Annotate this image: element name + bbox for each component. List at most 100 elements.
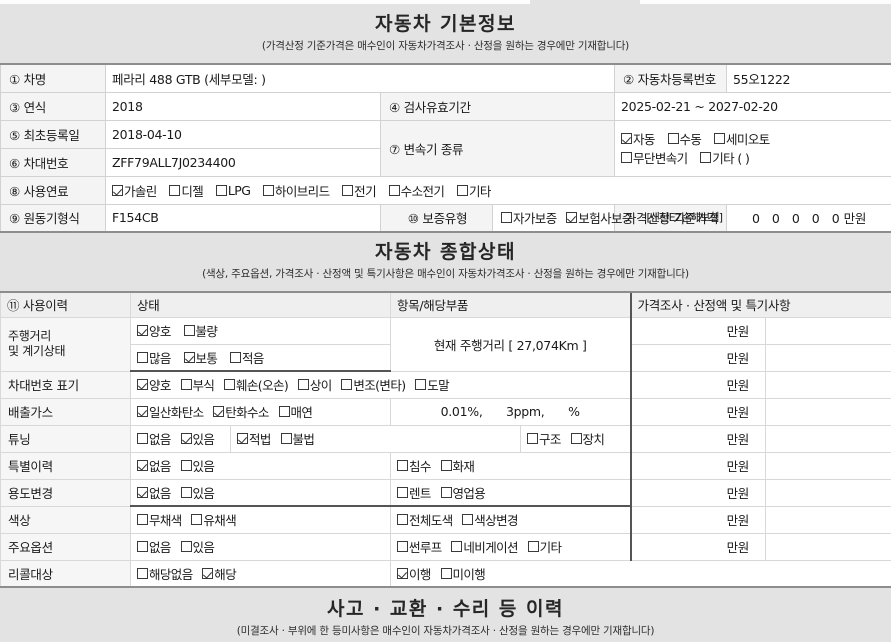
vin-marking-options: 양호 부식 훼손(오손) 상이 변조(변타) 도말 — [130, 370, 631, 399]
tuning-structure[interactable]: 구조 — [527, 429, 561, 448]
fuel-option-other[interactable]: 기타 — [456, 181, 491, 200]
mileage-amount-normal[interactable]: 보통 — [183, 348, 218, 367]
checkbox-icon — [137, 325, 148, 336]
transmission-option-other[interactable]: 기타 ( ) — [700, 148, 750, 167]
top-strip — [0, 0, 891, 5]
transmission-options-cell: 자동 수동 세미오토 무단변속기 기타 ( ) — [614, 119, 891, 177]
car-name-value: 페라리 488 GTB (세부모델: ) — [104, 63, 616, 93]
vin-state-damaged[interactable]: 훼손(오손) — [224, 375, 289, 394]
recall-fulfilled[interactable]: 이행 — [397, 564, 431, 583]
color-changed[interactable]: 색상변경 — [462, 510, 519, 529]
main-options-types: 썬루프 네비게이션 기타 — [390, 532, 631, 561]
checkbox-icon — [566, 212, 578, 224]
fuel-option-gasoline[interactable]: 가솔린 — [112, 181, 157, 200]
color-chromatic[interactable]: 유채색 — [191, 510, 237, 529]
main-option-other[interactable]: 기타 — [527, 537, 562, 556]
table-row: 용도변경 없음 있음 렌트 영업용 만원 — [0, 478, 891, 507]
checkbox-icon — [667, 133, 679, 144]
header-item: 항목/해당부품 — [390, 291, 631, 318]
special-history-flood[interactable]: 침수 — [397, 456, 431, 475]
checkbox-icon — [278, 406, 290, 417]
row-label-vin-marking: 차대번호 표기 — [0, 370, 131, 399]
checkbox-icon — [570, 433, 582, 444]
price-note-cell[interactable] — [765, 424, 891, 453]
basic-info-table: ① 차명 페라리 488 GTB (세부모델: ) ② 자동차등록번호 55오1… — [0, 63, 891, 233]
checkbox-icon — [621, 133, 633, 144]
vin-state-different[interactable]: 상이 — [297, 375, 332, 394]
price-note-cell[interactable] — [765, 451, 891, 480]
checkbox-icon — [388, 184, 400, 196]
vin-state-good[interactable]: 양호 — [137, 375, 171, 394]
tuning-exists[interactable]: 있음 — [180, 429, 215, 448]
price-note-cell[interactable] — [765, 343, 891, 372]
recall-applicable[interactable]: 해당 — [202, 564, 237, 583]
price-note-cell[interactable] — [765, 397, 891, 426]
price-note-cell[interactable] — [765, 505, 891, 534]
emission-hc[interactable]: 탄화수소 — [213, 402, 269, 421]
overall-state-subtitle: (색상, 주요옵션, 가격조사 · 산정액 및 특기사항은 매수인이 자동차가격… — [202, 268, 689, 280]
checkbox-icon — [280, 433, 292, 444]
transmission-option-cvt[interactable]: 무단변속기 — [621, 148, 688, 167]
tuning-device[interactable]: 장치 — [570, 429, 605, 448]
mileage-state-bad[interactable]: 불량 — [183, 321, 218, 340]
checkbox-icon — [215, 184, 227, 196]
price-basis-value: 0 0 0 0 0 — [751, 211, 844, 227]
checkbox-icon — [137, 567, 148, 579]
mileage-amount-high[interactable]: 많음 — [137, 348, 171, 367]
table-row: 차대번호 표기 양호 부식 훼손(오손) 상이 변조(변타) 도말 만원 — [0, 370, 891, 399]
special-history-none[interactable]: 없음 — [137, 456, 171, 475]
emission-smoke[interactable]: 매연 — [278, 402, 313, 421]
price-note-cell[interactable] — [765, 478, 891, 507]
price-note-cell[interactable] — [765, 532, 891, 561]
recall-not-fulfilled[interactable]: 미이행 — [440, 564, 486, 583]
price-money-unit: 만원 — [629, 478, 766, 507]
checkbox-icon — [224, 379, 235, 391]
price-note-cell[interactable] — [765, 316, 891, 345]
overall-state-title: 자동차 종합상태 — [375, 241, 516, 263]
transmission-option-manual[interactable]: 수동 — [667, 129, 702, 148]
usage-change-none[interactable]: 없음 — [137, 483, 171, 502]
vin-state-erased[interactable]: 도말 — [415, 375, 450, 394]
transmission-label: ⑦ 변속기 종류 — [379, 119, 616, 177]
mileage-amount-low[interactable]: 적음 — [230, 348, 264, 367]
fuel-option-hybrid[interactable]: 하이브리드 — [262, 181, 330, 200]
warranty-option-insurer[interactable]: 보험사보증 — [566, 208, 633, 227]
fuel-option-lpg[interactable]: LPG — [215, 183, 251, 198]
tuning-none[interactable]: 없음 — [137, 429, 171, 448]
fuel-option-hydrogen[interactable]: 수소전기 — [388, 181, 445, 200]
mileage-state-good[interactable]: 양호 — [137, 321, 171, 340]
fuel-option-electric[interactable]: 전기 — [342, 181, 377, 200]
main-options-none[interactable]: 없음 — [137, 537, 171, 556]
recall-not-applicable[interactable]: 해당없음 — [137, 564, 193, 583]
main-options-presence: 없음 있음 — [130, 532, 391, 561]
mileage-amount-options: 많음 보통 적음 — [130, 343, 391, 372]
engine-label: ⑨ 원동기형식 — [0, 203, 106, 233]
checkbox-icon — [180, 486, 192, 498]
main-options-exists[interactable]: 있음 — [180, 537, 215, 556]
transmission-option-semiauto[interactable]: 세미오토 — [714, 129, 770, 148]
fuel-option-diesel[interactable]: 디젤 — [169, 181, 204, 200]
usage-change-exists[interactable]: 있음 — [180, 483, 215, 502]
vin-state-corroded[interactable]: 부식 — [180, 375, 215, 394]
special-history-exists[interactable]: 있음 — [180, 456, 215, 475]
row-year-inspection: ③ 연식 2018 ④ 검사유효기간 2025-02-21 ~ 2027-02-… — [0, 91, 891, 121]
transmission-option-auto[interactable]: 자동 — [621, 129, 655, 148]
tuning-illegal[interactable]: 불법 — [280, 429, 315, 448]
vin-state-altered[interactable]: 변조(변타) — [341, 375, 406, 394]
main-option-navigation[interactable]: 네비게이션 — [451, 537, 519, 556]
tuning-legal[interactable]: 적법 — [237, 429, 271, 448]
checkbox-icon — [262, 184, 274, 196]
header-state: 상태 — [130, 291, 391, 318]
usage-change-commercial[interactable]: 영업용 — [440, 483, 486, 502]
emission-co[interactable]: 일산화탄소 — [137, 402, 204, 421]
price-note-cell[interactable] — [765, 370, 891, 399]
main-option-sunroof[interactable]: 썬루프 — [397, 537, 442, 556]
usage-change-rental[interactable]: 렌트 — [397, 483, 431, 502]
emissions-values: 0.01%, 3ppm, % — [390, 397, 631, 426]
checkbox-icon — [180, 460, 192, 471]
warranty-option-self[interactable]: 자가보증 — [501, 208, 557, 227]
color-full-repaint[interactable]: 전체도색 — [397, 510, 453, 529]
color-achromatic[interactable]: 무채색 — [137, 510, 182, 529]
year-label: ③ 연식 — [0, 91, 106, 121]
special-history-fire[interactable]: 화재 — [440, 456, 475, 475]
